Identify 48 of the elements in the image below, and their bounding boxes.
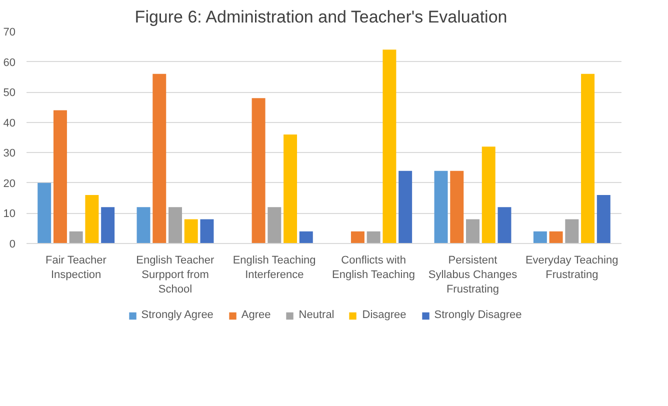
x-tick-label: Fair Teacher Inspection bbox=[46, 254, 107, 281]
bar bbox=[398, 170, 412, 244]
y-tick-label: 60 bbox=[3, 56, 16, 69]
x-tick-label: English Teacher Surpport from School bbox=[136, 254, 215, 296]
bar bbox=[184, 219, 198, 244]
bar bbox=[482, 146, 496, 244]
legend-label: Disagree bbox=[362, 309, 406, 321]
x-tick-label: Everyday Teaching Frustrating bbox=[525, 254, 618, 281]
legend-label: Strongly Disagree bbox=[434, 309, 522, 321]
bar bbox=[498, 207, 512, 244]
bar bbox=[533, 231, 547, 244]
bar bbox=[200, 219, 214, 244]
bar bbox=[450, 170, 464, 244]
x-tick-label: Persistent Syllabus Changes Frustrating bbox=[428, 254, 518, 296]
bar bbox=[549, 231, 563, 244]
x-tick-label: Conflicts with English Teaching bbox=[332, 254, 415, 281]
bar bbox=[136, 207, 150, 244]
bar bbox=[565, 219, 579, 244]
bar bbox=[85, 195, 99, 244]
chart-title: Figure 6: Administration and Teacher's Evaluation bbox=[134, 8, 508, 26]
bar bbox=[466, 219, 480, 244]
y-tick-label: 50 bbox=[3, 87, 16, 100]
bar bbox=[268, 207, 282, 244]
bar bbox=[53, 110, 67, 244]
bar bbox=[581, 74, 595, 244]
bar bbox=[152, 74, 166, 244]
legend-label: Strongly Agree bbox=[141, 309, 214, 321]
y-tick-label: 30 bbox=[3, 148, 16, 160]
bar bbox=[366, 231, 380, 244]
y-tick-label: 70 bbox=[3, 26, 16, 38]
bar bbox=[382, 50, 396, 244]
x-tick-label: English Teaching Interference bbox=[232, 254, 316, 281]
y-tick-label: 40 bbox=[3, 117, 16, 130]
legend-label: Neutral bbox=[298, 309, 334, 321]
bar bbox=[596, 195, 610, 244]
bar bbox=[299, 231, 313, 244]
bar bbox=[101, 207, 115, 244]
bar bbox=[69, 231, 83, 244]
bar bbox=[350, 231, 364, 244]
bar bbox=[168, 207, 182, 244]
legend-label: Agree bbox=[241, 309, 271, 321]
bar bbox=[434, 170, 448, 244]
y-tick-label: 10 bbox=[3, 208, 16, 220]
y-tick-label: 20 bbox=[3, 178, 16, 190]
bar bbox=[284, 134, 298, 244]
y-tick-label: 0 bbox=[9, 238, 16, 250]
bar bbox=[38, 182, 52, 244]
bar bbox=[252, 98, 266, 244]
